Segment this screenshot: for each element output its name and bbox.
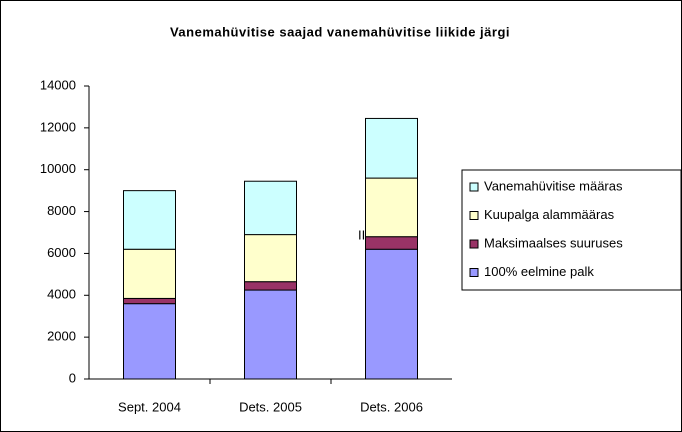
chart-title: Vanemahüvitise saajad vanemahüvitise lii… bbox=[170, 24, 510, 39]
bar-segment bbox=[244, 180, 297, 236]
bar-segment bbox=[244, 281, 297, 291]
x-tick-label: Sept. 2004 bbox=[118, 399, 181, 414]
x-tick-label: Dets. 2005 bbox=[239, 399, 302, 414]
legend-label: Vanemahüvitise määras bbox=[484, 178, 623, 193]
x-tick-label: Dets. 2006 bbox=[360, 399, 423, 414]
bar-segment bbox=[365, 248, 418, 380]
bar-segment bbox=[365, 177, 418, 238]
annotation: III bbox=[358, 227, 369, 242]
y-tick-label: 12000 bbox=[40, 119, 76, 134]
legend-swatch bbox=[469, 268, 479, 277]
y-tick-label: 10000 bbox=[40, 161, 76, 176]
y-tick-label: 4000 bbox=[47, 287, 76, 302]
legend-label: 100% eelmine palk bbox=[484, 264, 594, 279]
legend-swatch bbox=[469, 211, 479, 220]
bar-segment bbox=[244, 289, 297, 380]
bar-segment bbox=[123, 303, 176, 380]
legend-swatch bbox=[469, 239, 479, 249]
legend-label: Kuupalga alammääras bbox=[484, 207, 615, 222]
y-tick-label: 8000 bbox=[47, 203, 76, 218]
y-tick-label: 14000 bbox=[40, 77, 76, 92]
legend-box bbox=[461, 169, 682, 291]
y-tick-label: 2000 bbox=[47, 329, 76, 344]
y-tick-label: 0 bbox=[69, 370, 76, 385]
y-tick-label: 6000 bbox=[47, 245, 76, 260]
bar-segment bbox=[244, 234, 297, 283]
bar-segment bbox=[123, 297, 176, 305]
legend-swatch bbox=[469, 182, 479, 192]
bar-segment bbox=[365, 117, 418, 179]
bar-segment bbox=[123, 248, 176, 299]
legend-label: Maksimaalses suuruses bbox=[484, 235, 623, 250]
bar-segment bbox=[123, 190, 176, 250]
bar-segment bbox=[365, 236, 418, 250]
